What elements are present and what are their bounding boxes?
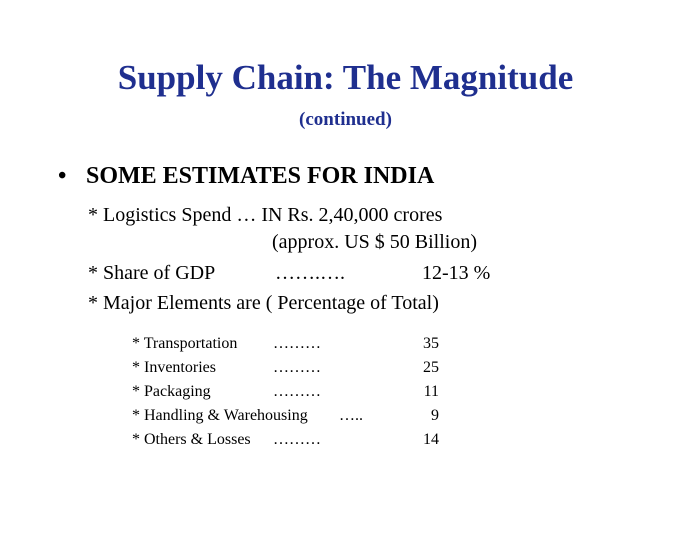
element-dots: ……… xyxy=(273,383,321,400)
element-dots: ……… xyxy=(273,335,321,352)
major-elements-line: * Major Elements are ( Percentage of Tot… xyxy=(88,292,439,314)
bullet-icon: • xyxy=(58,163,67,189)
logistics-spend-line: * Logistics Spend … IN Rs. 2,40,000 cror… xyxy=(88,204,443,226)
gdp-value: 12-13 % xyxy=(422,262,491,284)
gdp-label: * Share of GDP xyxy=(88,262,216,284)
element-dots: ……… xyxy=(273,359,321,376)
bullet-heading-row: • SOME ESTIMATES FOR INDIA xyxy=(58,163,434,190)
element-label: * Inventories xyxy=(132,359,216,376)
slide-subtitle: (continued) xyxy=(299,109,392,130)
element-label: * Transportation xyxy=(132,335,238,352)
element-value: 11 xyxy=(423,383,439,400)
element-dots: ….. xyxy=(339,407,363,424)
element-value: 35 xyxy=(423,335,439,352)
element-label: * Packaging xyxy=(132,383,211,400)
element-value: 14 xyxy=(423,431,439,448)
element-label: * Handling & Warehousing xyxy=(132,407,308,424)
gdp-dots: …….…. xyxy=(275,262,345,284)
logistics-approx-line: (approx. US $ 50 Billion) xyxy=(272,231,477,253)
slide-title: Supply Chain: The Magnitude xyxy=(117,58,574,97)
bullet-heading: SOME ESTIMATES FOR INDIA xyxy=(86,163,435,189)
element-value: 9 xyxy=(431,407,439,424)
element-value: 25 xyxy=(423,359,439,376)
element-label: * Others & Losses xyxy=(132,431,251,448)
element-dots: ……… xyxy=(273,431,321,448)
